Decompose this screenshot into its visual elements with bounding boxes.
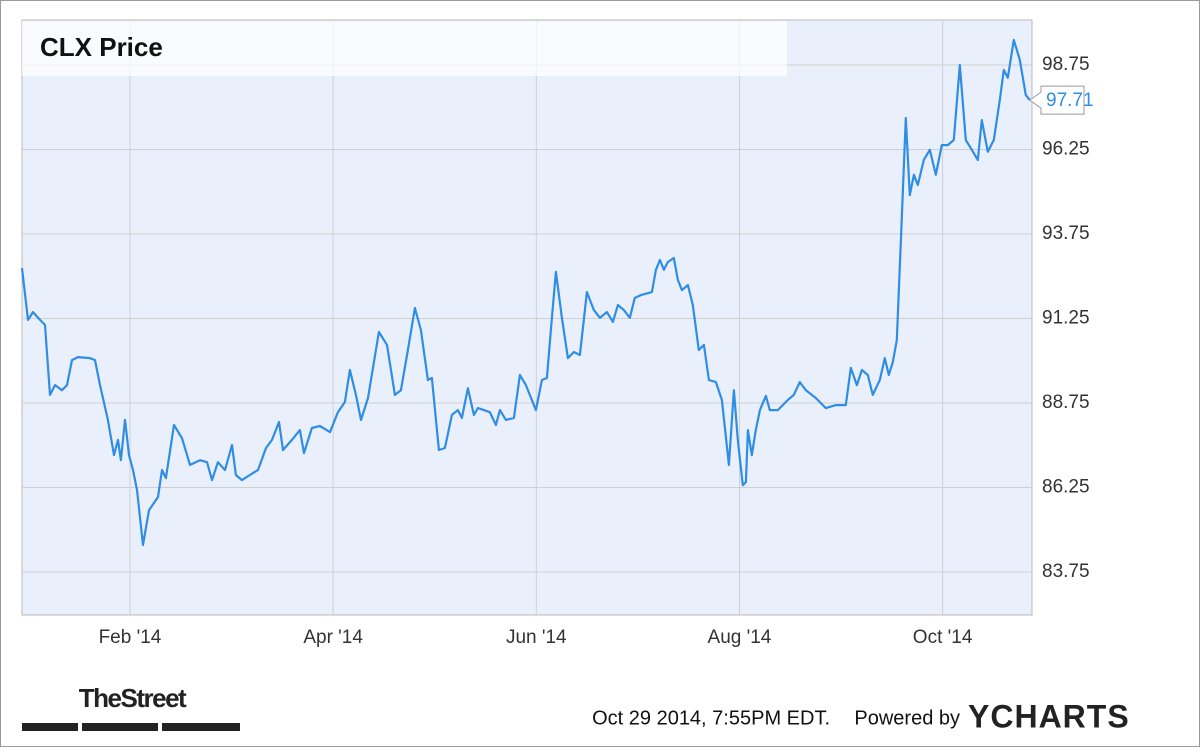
x-tick-label: Jun '14	[506, 627, 567, 648]
x-tick-label: Oct '14	[913, 627, 973, 648]
source-logo: TheStreet	[22, 683, 240, 731]
title-box	[22, 21, 787, 76]
timestamp: Oct 29 2014, 7:55PM EDT.	[592, 707, 830, 729]
brand-logo: YCHARTS	[968, 698, 1130, 734]
y-tick-label: 83.75	[1042, 561, 1090, 582]
chart-title: CLX Price	[40, 32, 163, 62]
x-tick-label: Apr '14	[303, 627, 363, 648]
last-value-callout	[1028, 85, 1085, 115]
logo-bar	[82, 723, 158, 731]
y-tick-label: 98.75	[1042, 54, 1090, 75]
y-tick-label: 96.25	[1042, 138, 1090, 159]
price-line	[20, 38, 1031, 547]
plot-area	[21, 19, 1033, 616]
x-tick-label: Feb '14	[99, 627, 162, 648]
y-tick-label: 93.75	[1042, 223, 1090, 244]
y-tick-label: 91.25	[1042, 308, 1090, 329]
y-tick-label: 86.25	[1042, 477, 1090, 498]
logo-bar	[162, 723, 240, 731]
x-tick-label: Aug '14	[708, 627, 772, 648]
powered-by: Powered by	[854, 707, 960, 729]
last-value-label: 97.71	[1046, 90, 1094, 111]
logo-bar	[22, 723, 78, 731]
source-logo-text: TheStreet	[79, 683, 187, 713]
y-tick-label: 88.75	[1042, 392, 1090, 413]
